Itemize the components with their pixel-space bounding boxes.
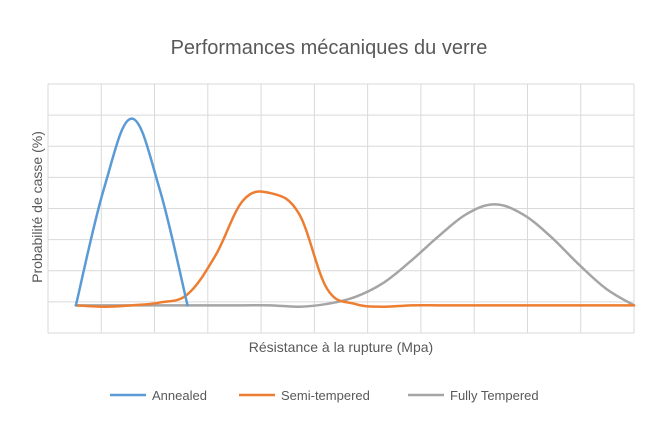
series-line-annealed — [74, 117, 189, 307]
series-lines — [74, 117, 636, 308]
chart-title: Performances mécaniques du verre — [171, 37, 488, 59]
legend-label: Fully Tempered — [450, 388, 539, 403]
y-axis-label: Probabilité de casse (%) — [29, 131, 45, 283]
legend-label: Annealed — [152, 388, 207, 403]
series-line-fully-tempered — [74, 203, 636, 308]
x-axis-label: Résistance à la rupture (Mpa) — [249, 339, 433, 355]
series-line-semi-tempered — [74, 190, 636, 308]
legend-label: Semi-tempered — [281, 388, 370, 403]
gridlines — [47, 83, 635, 334]
legend: Annealed Semi-tempered Fully Tempered — [110, 388, 539, 403]
